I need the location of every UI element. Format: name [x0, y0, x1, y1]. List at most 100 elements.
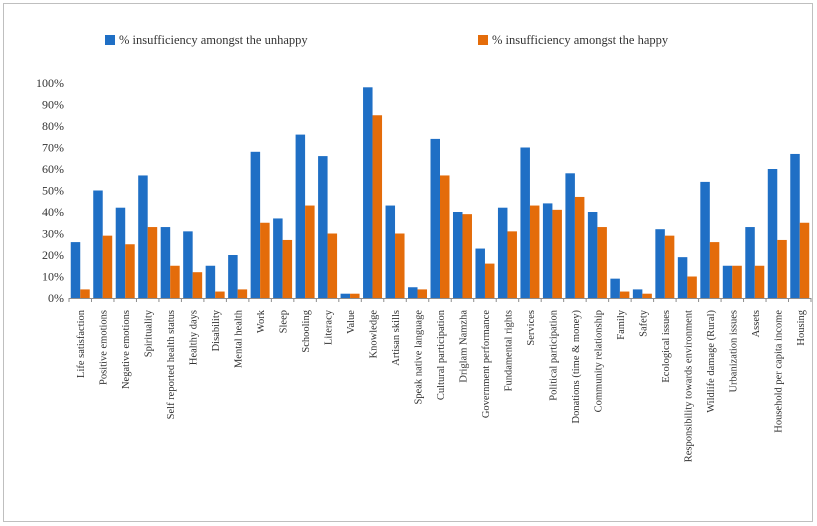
- x-tick-label: Self reported health status: [166, 310, 177, 419]
- x-tick-label: Safety: [638, 309, 649, 337]
- bar-unhappy: [475, 248, 485, 298]
- y-tick-label: 60%: [42, 162, 64, 176]
- bar-happy: [125, 244, 135, 298]
- bar-unhappy: [363, 87, 373, 298]
- bar-happy: [215, 291, 225, 298]
- x-tick-label: Schooling: [301, 309, 312, 352]
- bar-unhappy: [565, 173, 575, 298]
- bar-happy: [597, 227, 607, 298]
- x-tick-label: Disability: [211, 309, 222, 351]
- bar-happy: [260, 222, 270, 298]
- bar-happy: [350, 293, 360, 298]
- x-axis: Life satisfaction Positive emotions Negati…: [68, 298, 812, 462]
- y-tick-label: 50%: [42, 184, 64, 198]
- x-tick-label: Literacy: [324, 309, 335, 345]
- bar-happy: [754, 265, 765, 298]
- bar-unhappy: [408, 287, 418, 298]
- bar-unhappy: [340, 293, 351, 298]
- chart-frame: % insufficiency amongst the unhappy % in…: [3, 3, 813, 522]
- y-tick-label: 10%: [42, 270, 64, 284]
- bar-happy: [777, 239, 787, 298]
- bar-unhappy: [138, 175, 148, 298]
- bar-happy: [507, 231, 517, 298]
- bar-unhappy: [93, 190, 103, 298]
- bar-unhappy: [205, 265, 216, 298]
- bar-unhappy: [183, 231, 193, 298]
- legend-label-happy: % insufficiency amongst the happy: [492, 33, 669, 47]
- x-tick-label: Healthy days: [189, 310, 200, 365]
- legend: % insufficiency amongst the unhappy % in…: [105, 33, 669, 47]
- bar-unhappy: [722, 265, 733, 298]
- x-tick-label: Family: [616, 309, 627, 340]
- y-tick-label: 70%: [42, 141, 64, 155]
- x-tick-label: Negative emotions: [121, 310, 132, 389]
- bar-happy: [147, 227, 158, 298]
- x-tick-label: Driglam Namzha: [458, 310, 469, 383]
- bar-unhappy: [250, 151, 261, 298]
- bar-unhappy: [677, 257, 688, 298]
- bar-unhappy: [790, 153, 800, 298]
- bar-happy: [642, 293, 652, 298]
- x-tick-label: Mental health: [234, 309, 245, 368]
- bar-happy: [417, 289, 428, 298]
- bar-unhappy: [745, 227, 755, 298]
- bar-unhappy: [632, 289, 643, 298]
- bar-happy: [440, 175, 450, 298]
- x-tick-label: Work: [256, 309, 267, 333]
- bar-unhappy: [273, 218, 283, 298]
- x-tick-label: Services: [526, 310, 537, 346]
- bar-happy: [305, 205, 315, 298]
- x-tick-label: Artisan skills: [391, 310, 402, 366]
- x-tick-label: Speak native language: [414, 310, 425, 405]
- bar-happy: [372, 115, 383, 298]
- x-tick-label: Wildlife damage (Rural): [706, 310, 717, 413]
- y-tick-label: 40%: [42, 205, 64, 219]
- x-tick-label: Fundamental rights: [503, 310, 514, 391]
- legend-swatch-happy: [478, 35, 488, 45]
- bars: [70, 87, 810, 298]
- bar-happy: [664, 235, 675, 298]
- bar-unhappy: [295, 134, 306, 298]
- x-tick-label: Cultural participation: [436, 309, 447, 400]
- bar-happy: [529, 205, 540, 298]
- bar-unhappy: [160, 227, 171, 298]
- x-tick-label: Housing: [796, 309, 807, 345]
- y-tick-label: 90%: [42, 98, 64, 112]
- bar-unhappy: [318, 156, 328, 298]
- bar-happy: [687, 276, 697, 298]
- bar-unhappy: [228, 255, 238, 298]
- bar-unhappy: [520, 147, 530, 298]
- x-tick-label: Sleep: [279, 310, 290, 333]
- x-tick-label: Donations (time & money): [571, 310, 582, 424]
- bar-happy: [170, 265, 180, 298]
- x-tick-label: Life satisfaction: [76, 309, 87, 378]
- y-tick-label: 20%: [42, 248, 64, 262]
- bar-happy: [282, 239, 293, 298]
- bar-unhappy: [452, 212, 463, 298]
- y-tick-label: 100%: [36, 76, 64, 90]
- bar-happy: [80, 289, 90, 298]
- x-tick-label: Community relationship: [593, 310, 604, 412]
- bar-happy: [709, 242, 720, 298]
- x-tick-label: Urbanization issues: [728, 310, 739, 393]
- y-tick-label: 30%: [42, 227, 64, 241]
- y-axis: 0% 10% 20% 30% 40% 50% 60% 70% 80% 90% 100%: [36, 76, 64, 305]
- x-tick-label: Household per capita income: [773, 310, 784, 433]
- x-tick-label: Positive emotions: [99, 310, 110, 385]
- bar-happy: [799, 222, 810, 298]
- y-tick-label: 80%: [42, 119, 64, 133]
- x-tick-label: Knowledge: [369, 310, 380, 359]
- bar-happy: [102, 235, 113, 298]
- bar-chart: % insufficiency amongst the unhappy % in…: [36, 33, 812, 462]
- bar-unhappy: [115, 207, 126, 298]
- bar-unhappy: [767, 169, 778, 298]
- bar-unhappy: [385, 205, 396, 298]
- bar-unhappy: [655, 229, 665, 298]
- bar-unhappy: [587, 212, 598, 298]
- bar-unhappy: [430, 138, 440, 298]
- bar-happy: [237, 289, 248, 298]
- bar-happy: [327, 233, 338, 298]
- x-tick-label: Spirituality: [144, 309, 155, 357]
- x-tick-label: Assets: [751, 310, 762, 337]
- bar-happy: [484, 263, 495, 298]
